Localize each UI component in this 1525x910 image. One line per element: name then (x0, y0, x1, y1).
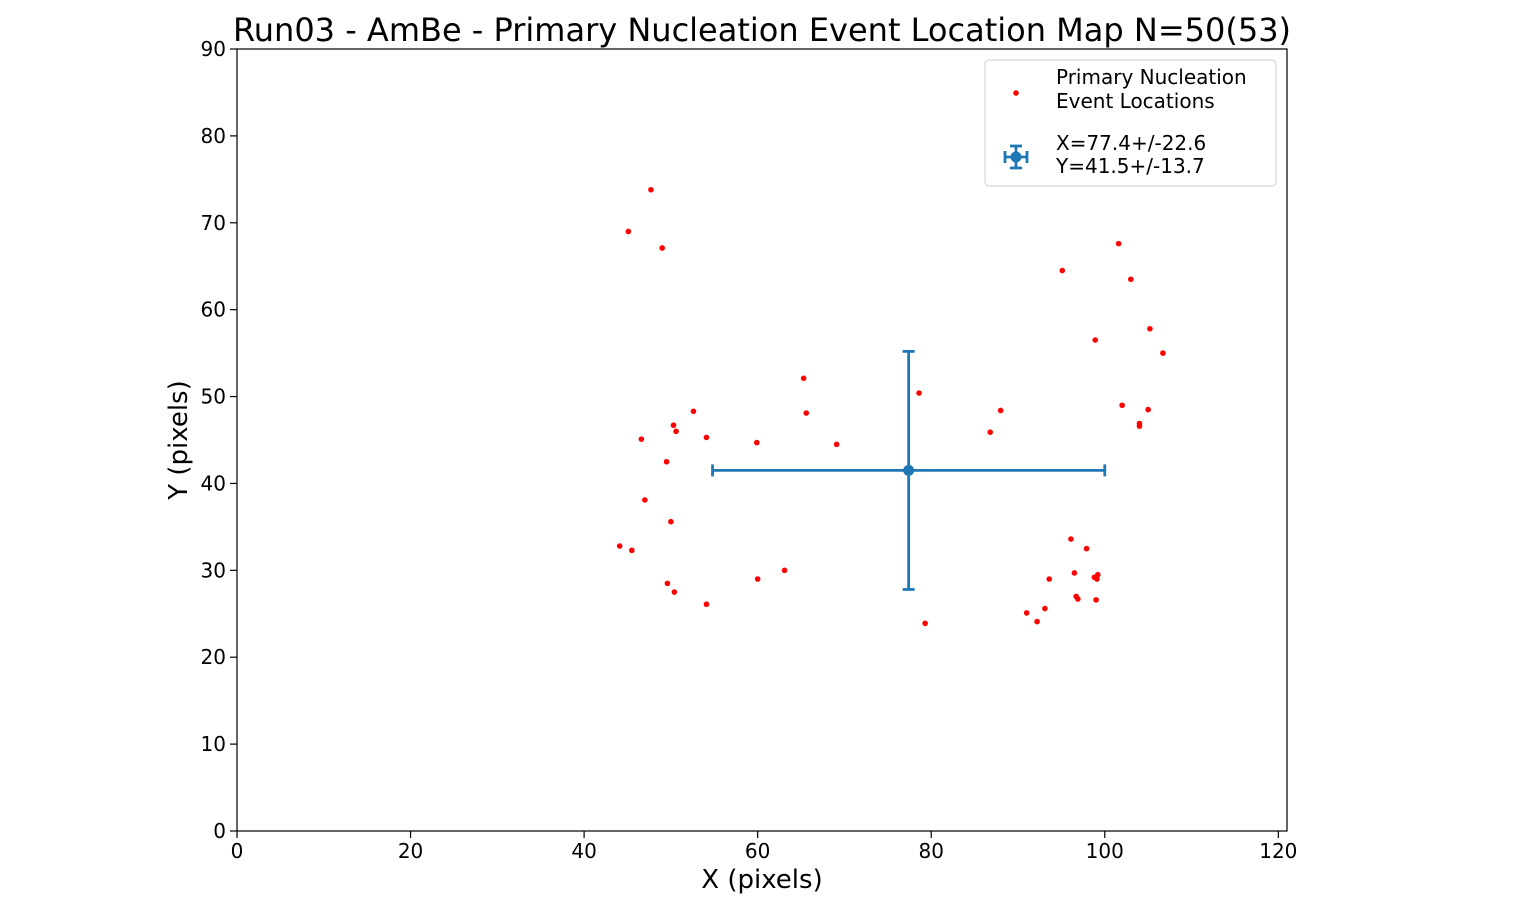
event-point (1145, 406, 1151, 413)
y-tick-label: 20 (201, 645, 226, 669)
event-point (659, 245, 666, 251)
x-tick-label: 100 (1086, 839, 1124, 863)
legend-label-mean-x: X=77.4+/-22.6 (1056, 131, 1206, 155)
event-point (1023, 610, 1030, 616)
event-point (625, 228, 632, 235)
event-point (753, 439, 760, 446)
event-point (642, 497, 648, 503)
event-point (1042, 605, 1048, 612)
event-point (690, 408, 697, 415)
event-point (670, 422, 677, 429)
y-tick-label: 60 (201, 298, 226, 322)
event-point (1068, 536, 1074, 542)
y-tick-label: 80 (201, 124, 226, 148)
event-point (1160, 350, 1166, 356)
x-tick-label: 120 (1259, 839, 1297, 863)
x-tick-label: 60 (745, 839, 770, 863)
y-axis-label: Y (pixels) (164, 380, 194, 501)
event-point (1034, 618, 1040, 625)
event-point (833, 441, 840, 448)
event-point (1147, 325, 1153, 332)
x-axis-label: X (pixels) (701, 865, 822, 895)
event-point (1083, 545, 1090, 552)
event-point (638, 436, 645, 442)
event-point (1119, 402, 1125, 409)
y-tick-label: 30 (201, 558, 226, 582)
legend-marker-errorbar (1003, 144, 1029, 170)
legend-mean-marker (1010, 151, 1022, 163)
x-tick-label: 40 (571, 839, 596, 863)
event-point (663, 458, 670, 465)
y-axis: 0 10 20 30 40 50 60 70 80 90 (201, 37, 237, 843)
event-point (803, 410, 810, 416)
y-tick-label: 0 (213, 819, 226, 843)
x-tick-label: 0 (231, 839, 244, 863)
event-point (916, 390, 922, 396)
event-point (997, 407, 1004, 414)
event-point (754, 576, 761, 582)
legend: Primary Nucleation Event Locations X=77.… (984, 59, 1277, 187)
chart-title: Run03 - AmBe - Primary Nucleation Event … (233, 11, 1291, 49)
legend-marker-events (1013, 90, 1019, 96)
x-tick-label: 80 (918, 839, 943, 863)
event-point (1071, 570, 1078, 576)
event-point (800, 375, 807, 382)
y-tick-label: 10 (201, 732, 226, 756)
event-point (1075, 596, 1081, 602)
mean-errorbar (711, 349, 1107, 591)
event-point (629, 547, 635, 554)
legend-label-events-line2: Event Locations (1056, 89, 1215, 113)
event-point (1093, 597, 1099, 603)
mean-marker (903, 464, 915, 476)
event-point (1092, 337, 1099, 343)
y-tick-label: 90 (201, 37, 226, 61)
event-point (673, 428, 679, 435)
event-point (671, 589, 678, 595)
event-point (1094, 576, 1100, 582)
event-point (648, 186, 654, 193)
legend-box (984, 59, 1277, 187)
event-point (703, 601, 710, 608)
event-points (616, 186, 1166, 627)
y-tick-label: 40 (201, 471, 226, 495)
event-point (781, 567, 788, 574)
plot-area (236, 48, 1288, 832)
y-tick-label: 70 (201, 211, 226, 235)
event-point (616, 543, 623, 549)
event-point (922, 620, 928, 627)
event-point (664, 580, 671, 587)
event-point (1059, 267, 1066, 274)
legend-label-mean-y: Y=41.5+/-13.7 (1055, 154, 1205, 178)
event-point (1046, 576, 1053, 582)
y-tick-label: 50 (201, 385, 226, 409)
legend-label-events-line1: Primary Nucleation (1056, 65, 1247, 89)
event-point (1095, 571, 1101, 578)
event-point (668, 518, 674, 525)
event-point (1136, 420, 1143, 427)
x-axis: 0 20 40 60 80 100 120 (231, 831, 1297, 863)
event-point (1115, 240, 1122, 247)
event-point (1128, 276, 1134, 283)
x-tick-label: 20 (398, 839, 423, 863)
event-point (987, 429, 994, 435)
event-point (703, 434, 710, 441)
